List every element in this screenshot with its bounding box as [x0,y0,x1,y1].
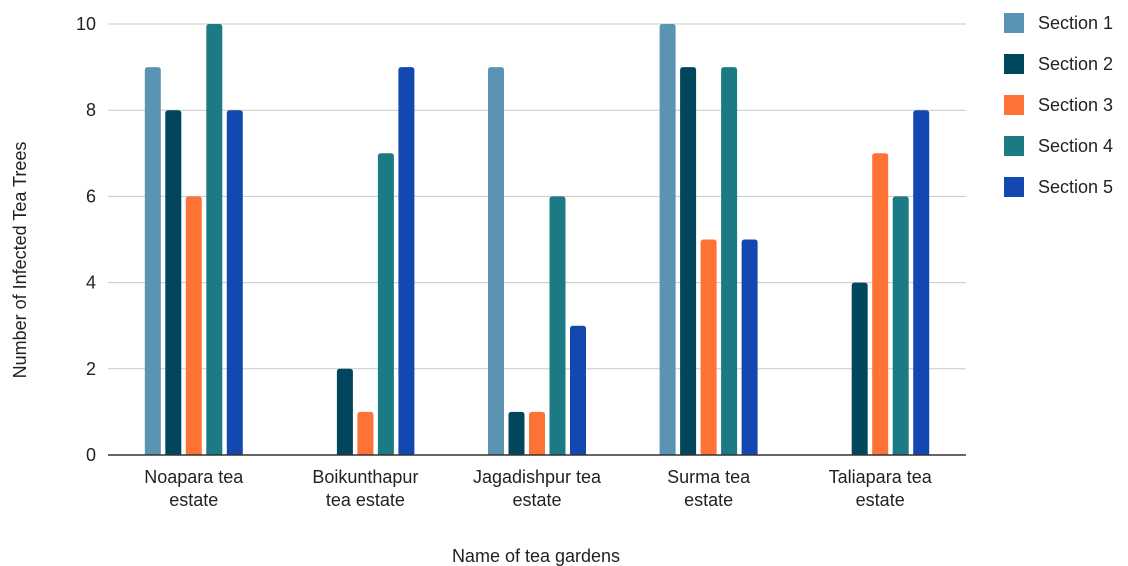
bar [549,196,566,455]
x-category-label: Jagadishpur tea [473,467,602,487]
y-tick-label: 0 [86,445,96,465]
bar [680,67,697,455]
legend-label: Section 3 [1038,95,1113,115]
legend-swatch [1004,54,1024,74]
x-category-label: Boikunthapur [312,467,418,487]
bar [488,67,504,455]
x-category-label: estate [512,490,561,510]
legend-swatch [1004,95,1024,115]
legend-swatch [1004,136,1024,156]
bar [659,24,676,455]
bar [892,196,909,455]
bars [144,24,930,456]
legend-swatch [1004,13,1024,33]
x-axis-title: Name of tea gardens [452,546,620,566]
bar [165,110,182,455]
bar [226,110,243,455]
legend-label: Section 2 [1038,54,1113,74]
bar [700,239,717,455]
bar [741,239,758,455]
bar [570,325,586,455]
x-category-label: estate [856,490,905,510]
y-axis-title: Number of Infected Tea Trees [10,142,30,379]
legend: Section 1 Section 2 Section 3 Section 4 Sect… [1004,13,1113,197]
x-category-label: Surma tea [667,467,751,487]
legend-label: Section 4 [1038,136,1113,156]
y-tick-label: 6 [86,186,96,206]
x-category-label: Taliapara tea [829,467,933,487]
bar [872,153,889,456]
bar [357,411,374,455]
bar [851,282,868,455]
x-category-labels: Noapara tea estate Boikunthapur tea estate J… [144,467,932,510]
x-category-label: Noapara tea [144,467,244,487]
legend-label: Section 5 [1038,177,1113,197]
gridlines [108,23,966,370]
bar [185,196,202,455]
bar [206,24,223,455]
x-category-label: tea estate [326,490,405,510]
x-category-label: estate [684,490,733,510]
bar [336,368,353,455]
bar [398,67,415,455]
legend-swatch [1004,177,1024,197]
bar [913,110,930,455]
bar [377,153,394,456]
bar [721,67,738,455]
bar [508,411,525,455]
bar [144,67,161,455]
y-tick-label: 2 [86,359,96,379]
bar [529,411,545,455]
y-tick-label: 4 [86,273,96,293]
y-tick-label: 8 [86,100,96,120]
y-tick-labels: 0 2 4 6 8 10 [76,14,96,465]
legend-label: Section 1 [1038,13,1113,33]
x-category-label: estate [169,490,218,510]
y-tick-label: 10 [76,14,96,34]
